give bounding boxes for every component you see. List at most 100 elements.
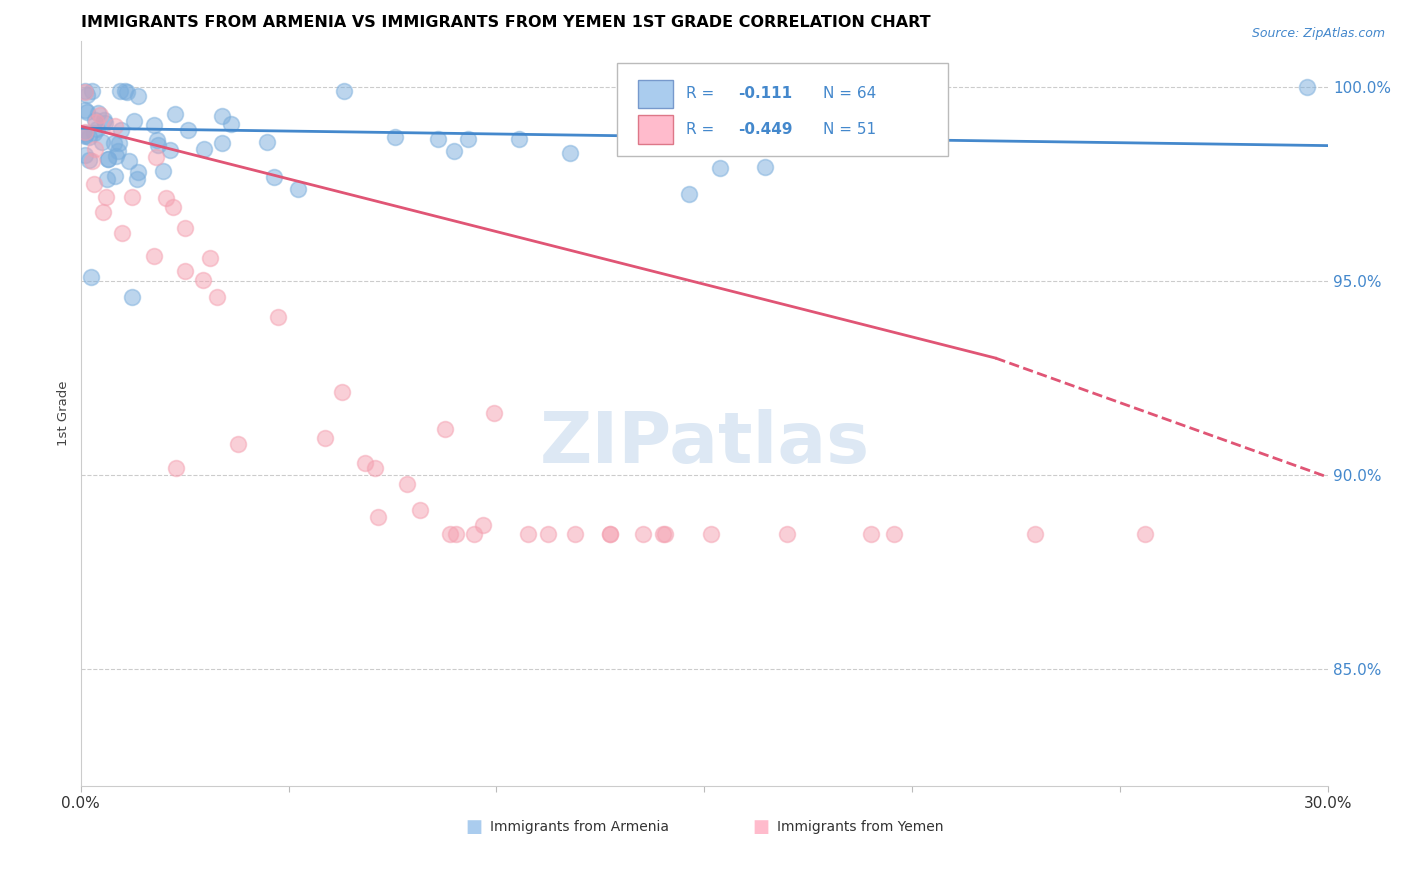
Point: [108, 136, 131, 151]
Point: [127, 88, 149, 103]
Point: [146, 133, 169, 147]
Point: [83, 178, 105, 192]
Point: [314, 431, 336, 445]
Point: [633, 526, 655, 541]
Point: [457, 132, 479, 146]
Point: [80, 270, 103, 285]
Point: [96, 190, 118, 204]
Point: [121, 290, 143, 304]
Point: [127, 171, 149, 186]
Point: [599, 526, 621, 541]
Point: [73, 85, 96, 99]
Point: [263, 170, 285, 185]
Point: [443, 144, 465, 158]
Point: [84, 142, 107, 156]
Point: [96, 171, 118, 186]
Text: -0.111: -0.111: [738, 87, 792, 102]
Point: [142, 249, 165, 263]
Point: [152, 164, 174, 178]
Point: [73, 84, 96, 98]
Y-axis label: 1st Grade: 1st Grade: [58, 381, 70, 446]
Point: [211, 136, 233, 151]
Point: [256, 136, 278, 150]
Point: [287, 182, 309, 196]
Point: [395, 477, 418, 491]
Point: [484, 406, 506, 420]
Point: [267, 310, 290, 325]
Point: [463, 526, 485, 541]
Point: [472, 518, 495, 533]
Point: [79, 129, 101, 144]
Point: [754, 160, 776, 174]
Point: [354, 456, 377, 470]
Point: [117, 85, 139, 99]
Text: ■: ■: [465, 818, 482, 836]
Point: [776, 526, 799, 541]
Point: [76, 88, 98, 103]
Point: [434, 422, 457, 436]
Point: [191, 273, 214, 287]
Point: [176, 123, 198, 137]
Point: [84, 112, 107, 127]
Point: [193, 142, 215, 156]
Text: N = 64: N = 64: [823, 87, 876, 102]
Point: [86, 121, 108, 136]
Point: [226, 437, 249, 451]
Point: [384, 129, 406, 144]
Point: [93, 116, 115, 130]
Point: [103, 169, 125, 183]
Point: [110, 226, 132, 240]
Point: [408, 503, 430, 517]
Bar: [638, 79, 673, 108]
Point: [439, 526, 461, 541]
Text: Source: ZipAtlas.com: Source: ZipAtlas.com: [1251, 27, 1385, 40]
Point: [219, 117, 242, 131]
Point: [330, 384, 353, 399]
Point: [537, 526, 560, 541]
Point: [97, 152, 120, 166]
Point: [73, 148, 96, 162]
Point: [173, 264, 195, 278]
Point: [367, 510, 389, 524]
Point: [89, 108, 111, 122]
Point: [700, 526, 723, 541]
Point: [121, 190, 143, 204]
Point: [77, 153, 100, 168]
Point: [162, 200, 184, 214]
Point: [114, 84, 136, 98]
Point: [651, 526, 673, 541]
Point: [103, 136, 125, 151]
Point: [508, 132, 530, 146]
Point: [516, 526, 538, 541]
Point: [84, 115, 107, 129]
Point: [883, 526, 905, 541]
Point: [110, 123, 132, 137]
Point: [678, 186, 700, 201]
Point: [117, 154, 139, 169]
Point: [73, 126, 96, 140]
Point: [73, 125, 96, 139]
Point: [599, 526, 621, 541]
Point: [122, 114, 145, 128]
Point: [108, 84, 131, 98]
Point: [104, 149, 127, 163]
Point: [142, 119, 165, 133]
Point: [91, 204, 114, 219]
Point: [654, 526, 676, 541]
Point: [87, 105, 110, 120]
Point: [159, 144, 181, 158]
Point: [200, 251, 222, 265]
Point: [76, 105, 98, 120]
Point: [444, 526, 467, 541]
Text: -0.449: -0.449: [738, 122, 793, 137]
Point: [1296, 80, 1319, 95]
Point: [73, 103, 96, 117]
Text: R =: R =: [686, 122, 718, 137]
Point: [91, 135, 114, 149]
Point: [104, 119, 127, 133]
Point: [205, 290, 228, 304]
Text: ■: ■: [752, 818, 769, 836]
Point: [883, 105, 905, 120]
Point: [165, 460, 187, 475]
Text: R =: R =: [686, 87, 718, 102]
